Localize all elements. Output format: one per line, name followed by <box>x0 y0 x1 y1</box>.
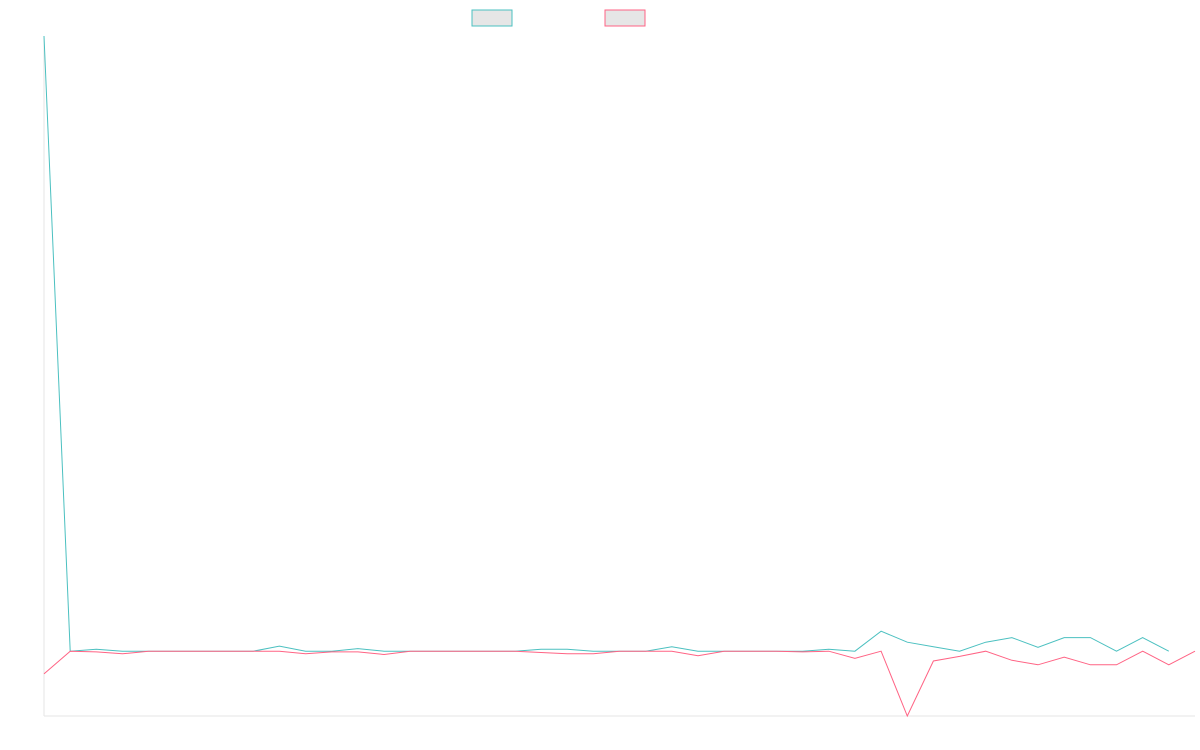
series-line-1 <box>43 35 1170 652</box>
legend[interactable] <box>471 9 646 27</box>
plot-area <box>43 35 1196 718</box>
series-line-2 <box>43 650 1196 718</box>
axes <box>43 36 1195 717</box>
legend-swatch-1[interactable] <box>471 9 513 27</box>
legend-swatch-2[interactable] <box>604 9 646 27</box>
